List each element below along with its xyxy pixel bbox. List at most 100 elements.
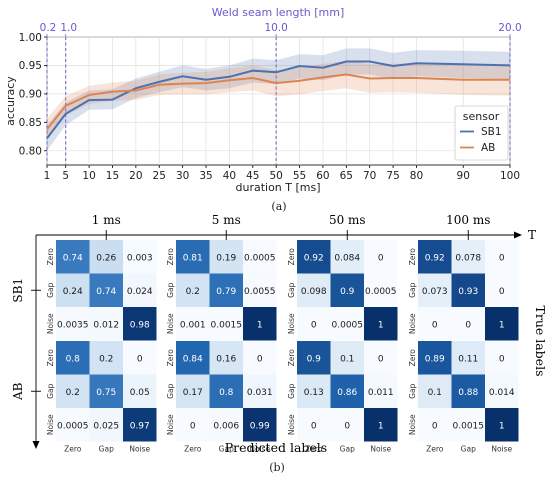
confusion-matrix: 0.9 0.1 0 0.13 0.86 0.011 0 0 1 Zero Gap Noise Zero G… <box>287 341 398 454</box>
matrix-cell <box>56 273 90 307</box>
true-class-label: Zero <box>287 349 296 367</box>
sensor-label-ab: AB <box>11 382 25 401</box>
top-tick-label: 1.0 <box>60 22 77 34</box>
matrix-cell-value: 0.9 <box>340 287 355 297</box>
confusion-matrix: 0.92 0.084 0 0.098 0.9 0.0005 0 0.0005 1 Zero Gap N… <box>287 240 398 353</box>
matrix-cell <box>297 240 331 274</box>
confusion-matrix: 0.74 0.26 0.003 0.24 0.74 0.024 0.0035 0.012 0.9… <box>46 240 157 353</box>
matrix-cell <box>364 240 398 274</box>
matrix-cell-value: 0.0055 <box>244 287 276 297</box>
matrix-cell-value: 1 <box>499 320 505 330</box>
matrix-cell <box>243 374 277 408</box>
x-tick-label: 40 <box>223 170 236 182</box>
series-line-sb1 <box>46 60 511 139</box>
true-class-label: Noise <box>166 313 175 334</box>
matrix-cell-value: 0.014 <box>489 388 515 398</box>
true-class-label: Zero <box>46 248 55 266</box>
matrix-cell <box>176 341 210 375</box>
matrix-cell <box>418 341 452 375</box>
matrix-cell-value: 0.74 <box>96 287 116 297</box>
matrix-cell-value: 0 <box>499 287 505 297</box>
matrix-cell <box>209 240 243 274</box>
x-tick-label: 80 <box>410 170 423 182</box>
matrix-cell-value: 0.79 <box>216 287 236 297</box>
true-class-label: Noise <box>46 313 55 334</box>
matrix-cell <box>56 341 90 375</box>
sensor-axis-arrowhead <box>32 441 40 449</box>
true-class-label: Noise <box>166 414 175 435</box>
true-class-label: Zero <box>287 248 296 266</box>
matrix-cell <box>364 408 398 442</box>
legend: sensor SB1 AB <box>454 105 509 161</box>
matrix-cell-value: 0.17 <box>183 388 203 398</box>
accuracy-line-chart: 1 5 10 15 20 25 30 35 40 45 50 55 60 65 70 75 80 90 100 0.8… <box>4 6 522 213</box>
matrix-cell <box>485 408 519 442</box>
matrix-cell-value: 0 <box>378 253 384 263</box>
matrix-cell <box>176 240 210 274</box>
matrix-cell <box>330 408 364 442</box>
x-tick-label: 5 <box>62 170 69 182</box>
time-axis-arrowhead <box>514 231 522 239</box>
matrix-cell-value: 0.81 <box>183 253 203 263</box>
x-tick-label: 25 <box>153 170 166 182</box>
predicted-class-label: Gap <box>461 445 476 454</box>
matrix-cell <box>56 307 90 341</box>
predicted-class-label: Noise <box>129 445 150 454</box>
matrix-cell <box>418 307 452 341</box>
true-class-label: Noise <box>287 313 296 334</box>
x-tick-label: 60 <box>316 170 329 182</box>
matrix-cell <box>89 240 123 274</box>
duration-label: 100 ms <box>446 213 490 227</box>
matrix-cell-value: 0 <box>344 421 350 431</box>
matrix-cell-value: 0.89 <box>425 354 445 364</box>
matrix-cell <box>297 307 331 341</box>
sensor-label-sb1: SB1 <box>11 278 25 303</box>
matrix-cell-value: 0.012 <box>93 320 119 330</box>
true-class-label: Noise <box>287 414 296 435</box>
matrix-cell <box>243 408 277 442</box>
matrix-cell-value: 0.88 <box>458 388 478 398</box>
matrix-cell <box>243 307 277 341</box>
matrix-cell <box>451 240 485 274</box>
matrix-cell-value: 0.19 <box>216 253 236 263</box>
matrix-cell-value: 0.1 <box>340 354 354 364</box>
predicted-class-label: Noise <box>491 445 512 454</box>
matrix-cell <box>330 374 364 408</box>
series-line-ab <box>46 73 510 130</box>
matrix-cell <box>485 341 519 375</box>
matrix-cell-value: 0.8 <box>66 354 81 364</box>
matrix-cell-value: 0.0005 <box>244 253 276 263</box>
matrix-cell <box>364 341 398 375</box>
matrix-cell <box>209 273 243 307</box>
true-class-label: Noise <box>408 313 417 334</box>
matrix-cell <box>297 374 331 408</box>
matrix-cell <box>297 341 331 375</box>
matrix-cell-value: 0 <box>465 320 471 330</box>
matrix-cell <box>364 307 398 341</box>
matrix-cell <box>176 307 210 341</box>
x-tick-label: 1 <box>44 170 51 182</box>
matrix-cell-value: 1 <box>499 421 505 431</box>
matrix-cell <box>56 408 90 442</box>
top-axis-label: Weld seam length [mm] <box>212 6 345 19</box>
y-tick-label: 1.00 <box>19 32 42 44</box>
legend-label-sb1: SB1 <box>481 126 502 138</box>
true-class-label: Gap <box>408 282 417 297</box>
matrix-cell-value: 0.92 <box>304 253 324 263</box>
matrix-cell <box>176 273 210 307</box>
true-class-label: Zero <box>166 349 175 367</box>
matrix-cell-value: 0 <box>499 354 505 364</box>
matrix-cell-value: 0.078 <box>455 253 481 263</box>
top-tick-label: 0.2 <box>40 22 57 34</box>
matrix-cell <box>123 374 157 408</box>
predicted-class-label: Gap <box>219 445 234 454</box>
matrix-cell <box>243 341 277 375</box>
matrix-cell <box>485 307 519 341</box>
matrix-cell-value: 0.13 <box>304 388 324 398</box>
top-tick-label: 20.0 <box>498 22 521 34</box>
matrix-cell-value: 0.2 <box>66 388 80 398</box>
matrix-cell <box>330 307 364 341</box>
matrix-cell-value: 0 <box>311 320 317 330</box>
matrix-cell-value: 0.2 <box>186 287 200 297</box>
